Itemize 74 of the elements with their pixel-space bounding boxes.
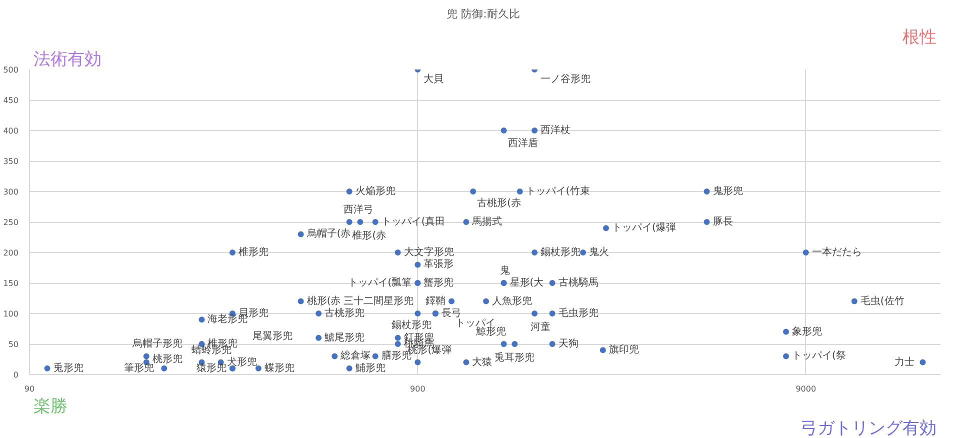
data-label: 鬼 [500, 264, 510, 276]
data-label: 錫杖形兜 [540, 246, 581, 258]
data-label: 河童 [530, 321, 551, 333]
data-label: 大貝 [424, 73, 444, 85]
data-label: 犬形兜 [226, 356, 257, 368]
data-label: 古桃形(赤 [477, 197, 521, 209]
data-label: 長弓 [441, 308, 462, 319]
data-label: 蟹形兜 [424, 276, 454, 288]
data-label: 筆形兜 [124, 362, 154, 374]
data-label: 椎形兜 [238, 246, 268, 258]
data-label: 烏帽子形兜 [131, 338, 182, 350]
data-label: 兎形兜 [53, 362, 84, 374]
data-label: 蝶形兜 [264, 362, 294, 374]
data-label: トッパイ(竹束 [526, 185, 590, 197]
data-label: 大猿 [472, 356, 492, 368]
data-label: 鐸鞘 [425, 295, 446, 307]
y-tick-label: 100 [3, 310, 19, 318]
data-label: 鯱尾形兜 [324, 331, 365, 344]
text: 法術有効 [34, 50, 102, 70]
data-label: 桃形兜 [152, 352, 182, 365]
data-label: 錫杖形兜 [391, 319, 432, 331]
y-tick-label: 50 [8, 340, 19, 349]
data-label: 大文字形兜 [404, 246, 454, 258]
data-label: 西洋盾 [508, 137, 538, 149]
x-tick-label: 90 [24, 384, 35, 394]
data-label: 古桃形兜 [324, 307, 365, 319]
data-label: 人魚形兜 [492, 294, 532, 307]
data-label: 馬揚式 [471, 216, 502, 228]
data-label: 象形兜 [792, 325, 822, 338]
data-label: 天狗 [558, 338, 578, 350]
y-tick-label: 250 [3, 218, 19, 227]
y-tick-label: 400 [3, 126, 19, 136]
data-label: 一本だたら [812, 246, 862, 258]
data-label: 尾翼形兜 [252, 330, 292, 342]
data-label: トッパイ(祭 [792, 350, 846, 362]
data-label: 毛虫形兜 [558, 307, 598, 319]
data-label: 力士 [894, 356, 915, 368]
data-label: 古桃騎馬 [558, 276, 598, 288]
text: 楽勝 [34, 396, 68, 416]
data-label: 鯨形兜 [476, 326, 506, 338]
y-tick-label: 300 [3, 188, 19, 196]
data-label: 鯆形兜 [355, 362, 386, 374]
y-tick-label: 150 [3, 279, 19, 288]
data-label: 三十二間星形兜 [344, 295, 414, 307]
data-label: トッパイ(真田 [381, 216, 446, 228]
y-tick-label: 500 [3, 66, 19, 74]
data-label: 兎耳形兜 [494, 352, 535, 364]
data-label: 鬼形兜 [712, 185, 743, 197]
data-label: 旗印兜 [608, 344, 639, 356]
x-tick-label: 900 [410, 384, 426, 394]
data-label: 総倉塚 [340, 350, 371, 362]
chart-title: 兜 防御:耐久比 [446, 8, 520, 20]
y-tick-label: 0 [13, 370, 19, 380]
text: 根性 [902, 28, 936, 48]
y-tick-label: 450 [3, 96, 19, 105]
data-label: 椎形(赤 [352, 230, 386, 242]
data-label: 烏帽子(赤 [306, 228, 351, 240]
data-label: 鬼火 [589, 246, 610, 258]
data-label: 一ノ谷形兜 [540, 73, 591, 85]
text: 弓ガトリング有効 [800, 418, 936, 438]
data-label: 革張形 [424, 258, 454, 270]
data-label: 火焔形兜 [355, 185, 396, 197]
data-label: 猿形兜 [196, 362, 226, 374]
data-label: 毛虫(佐竹 [860, 294, 904, 307]
y-tick-label: 350 [3, 157, 19, 166]
y-tick-label: 200 [3, 248, 19, 258]
data-label: 星形(大 [510, 276, 544, 288]
data-label: 西洋杖 [540, 124, 571, 136]
data-label: 桃形(赤 [306, 294, 341, 307]
data-label: 豚長 [712, 216, 733, 228]
data-label: トッパイ(瓢箪 [348, 276, 412, 288]
data-label: トッパイ(爆弾 [612, 222, 676, 234]
data-label: 西洋弓 [343, 204, 374, 216]
x-tick-label: 9000 [796, 384, 816, 394]
